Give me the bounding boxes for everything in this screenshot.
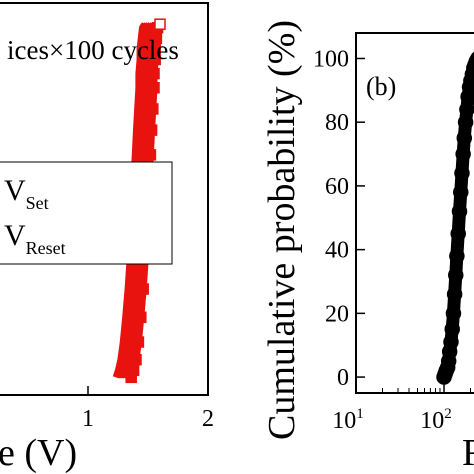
panel-a-xtick-label: 1 <box>82 406 94 432</box>
panel-a-frame <box>0 2 209 396</box>
panel-a-data-point <box>135 311 147 324</box>
panel-a-data-point <box>148 67 160 80</box>
panel-b-ticks: 0 20 40 60 80 100 101 102 <box>313 46 472 434</box>
panel-a-data-point <box>147 103 159 115</box>
panel-b-ytick-label: 20 <box>325 301 349 327</box>
panel-a-xtick-label: 2 <box>202 406 214 432</box>
panel-a-data-point <box>127 364 140 377</box>
panel-a-data-point <box>148 82 160 94</box>
legend-box <box>0 161 173 265</box>
legend-entry-vreset: VReset <box>4 219 66 258</box>
panel-b-ytick-label: 0 <box>337 365 349 391</box>
legend-entry-vset: VSet <box>4 174 49 213</box>
panel-b-frame <box>355 32 474 394</box>
panel-b-ytick-label: 60 <box>325 174 349 200</box>
panel-a-data-point <box>130 353 142 366</box>
panel-a-data-point <box>144 149 157 161</box>
panel-a-data-point <box>154 18 166 30</box>
panel-a-data-point <box>137 283 149 295</box>
panel-b-label: (b) <box>366 72 396 101</box>
panel-b-ytick-label: 80 <box>325 110 349 136</box>
panel-b-xlabel: R <box>462 432 474 474</box>
panel-b: 0 20 40 60 80 100 101 102 (b) Cumulative probab… <box>261 20 474 474</box>
panel-b-series-band <box>437 53 474 384</box>
panel-b-ytick-label: 40 <box>325 238 349 264</box>
panel-b-xtick-label: 102 <box>420 406 452 434</box>
panel-a-legend: VSet VReset <box>0 161 173 265</box>
panel-a-data-point <box>145 124 158 136</box>
panel-b-ytick-label: 100 <box>313 46 349 72</box>
panel-b-xtick-label: 101 <box>332 406 364 434</box>
panel-a-xlabel: e (V) <box>0 432 77 474</box>
panel-b-points <box>436 51 474 385</box>
panel-a-data-point <box>132 336 145 348</box>
panel-b-ylabel: Cumulative probability (%) <box>261 20 303 440</box>
panel-a-title: ices×100 cycles <box>7 35 179 65</box>
